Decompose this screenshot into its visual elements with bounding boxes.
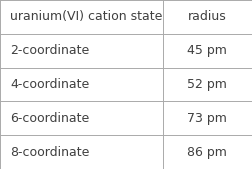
Text: radius: radius — [188, 10, 227, 23]
Text: 6-coordinate: 6-coordinate — [10, 112, 89, 125]
Text: 73 pm: 73 pm — [187, 112, 227, 125]
Text: 8-coordinate: 8-coordinate — [10, 146, 89, 159]
Text: 86 pm: 86 pm — [187, 146, 227, 159]
Text: 4-coordinate: 4-coordinate — [10, 78, 89, 91]
Text: 52 pm: 52 pm — [187, 78, 227, 91]
Text: 2-coordinate: 2-coordinate — [10, 44, 89, 57]
Text: 45 pm: 45 pm — [187, 44, 227, 57]
Text: uranium(VI) cation state: uranium(VI) cation state — [10, 10, 163, 23]
